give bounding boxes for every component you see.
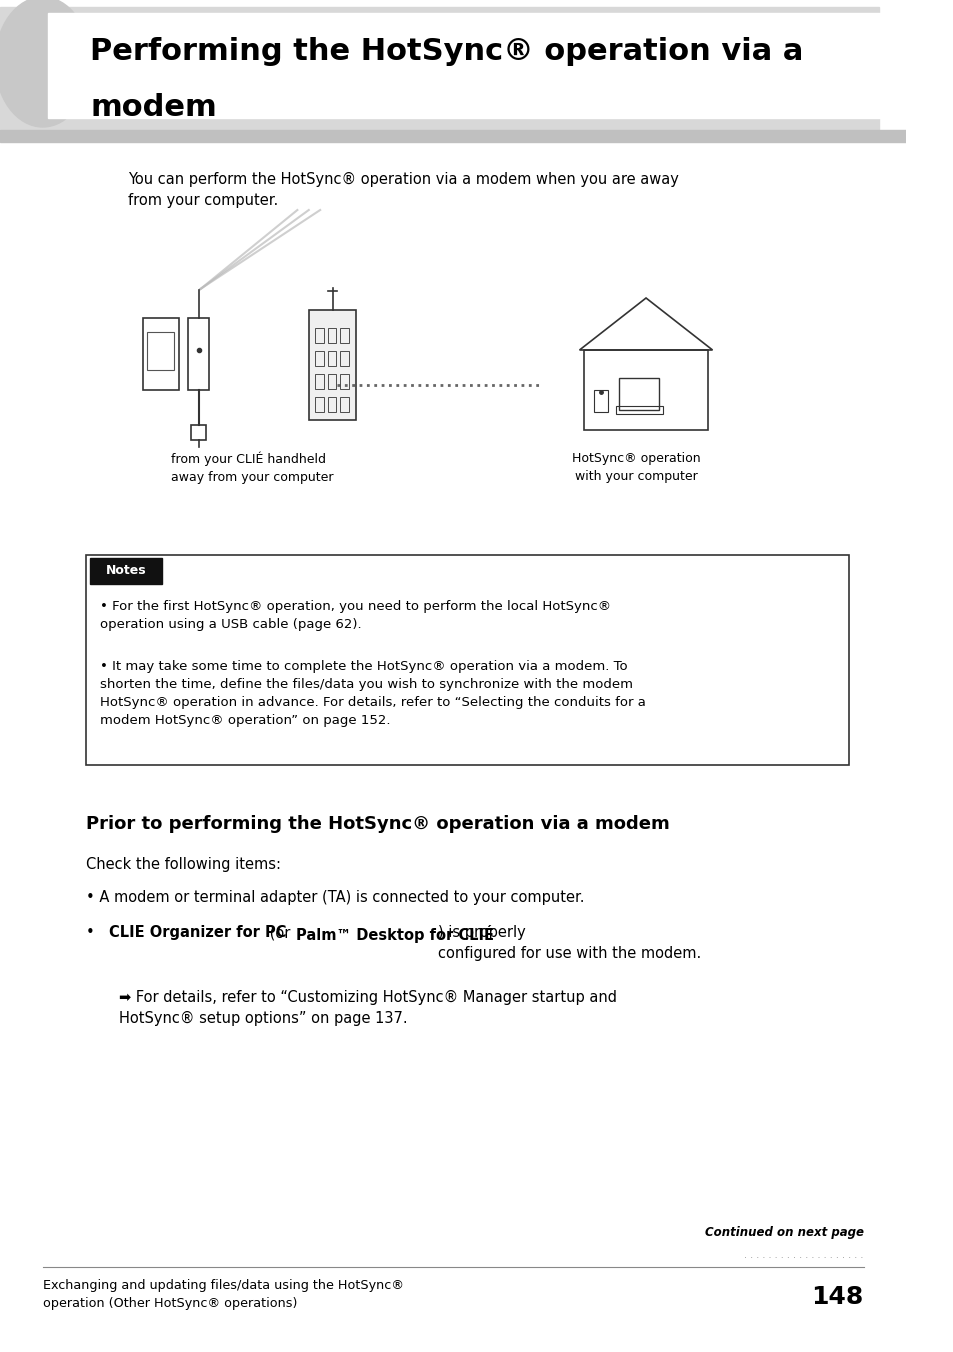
Bar xyxy=(315,329,324,343)
Text: Notes: Notes xyxy=(106,565,147,577)
Text: from your CLIÉ handheld
away from your computer: from your CLIÉ handheld away from your c… xyxy=(171,452,334,484)
Bar xyxy=(328,352,336,366)
Text: You can perform the HotSync® operation via a modem when you are away
from your c: You can perform the HotSync® operation v… xyxy=(128,172,679,208)
Bar xyxy=(48,14,953,118)
Text: Performing the HotSync® operation via a: Performing the HotSync® operation via a xyxy=(91,38,802,66)
Bar xyxy=(315,375,324,389)
Text: ) is properly
configured for use with the modem.: ) is properly configured for use with th… xyxy=(437,925,700,961)
Bar xyxy=(340,329,348,343)
Bar xyxy=(593,389,607,412)
Bar xyxy=(340,375,348,389)
Text: . . . . . . . . . . . . . . . . . . . .: . . . . . . . . . . . . . . . . . . . . xyxy=(743,1251,862,1260)
Bar xyxy=(315,352,324,366)
Bar xyxy=(191,425,206,439)
Bar xyxy=(0,7,879,135)
Bar xyxy=(583,350,707,430)
Text: • A modem or terminal adapter (TA) is connected to your computer.: • A modem or terminal adapter (TA) is co… xyxy=(86,890,583,904)
Text: Exchanging and updating files/data using the HotSync®
operation (Other HotSync® : Exchanging and updating files/data using… xyxy=(43,1279,403,1310)
Text: Continued on next page: Continued on next page xyxy=(704,1226,862,1238)
Text: HotSync® operation
with your computer: HotSync® operation with your computer xyxy=(572,452,700,483)
Bar xyxy=(315,397,324,412)
Bar xyxy=(618,379,659,410)
Text: •: • xyxy=(86,925,99,940)
Bar xyxy=(340,397,348,412)
Bar xyxy=(340,352,348,366)
Bar xyxy=(328,397,336,412)
Text: Prior to performing the HotSync® operation via a modem: Prior to performing the HotSync® operati… xyxy=(86,815,669,833)
Bar xyxy=(615,406,662,414)
Text: Palm™ Desktop for CLIÉ: Palm™ Desktop for CLIÉ xyxy=(295,925,494,942)
Bar xyxy=(188,318,209,389)
Text: Check the following items:: Check the following items: xyxy=(86,857,280,872)
Bar xyxy=(0,130,905,142)
Text: ➡ For details, refer to “Customizing HotSync® Manager startup and
HotSync® setup: ➡ For details, refer to “Customizing Hot… xyxy=(118,990,616,1026)
Bar xyxy=(309,310,355,420)
Text: 148: 148 xyxy=(810,1284,862,1309)
Text: • It may take some time to complete the HotSync® operation via a modem. To
short: • It may take some time to complete the … xyxy=(100,660,645,727)
Bar xyxy=(147,333,173,370)
Ellipse shape xyxy=(0,0,91,127)
Text: (or: (or xyxy=(265,925,294,940)
Text: CLIE Organizer for PC: CLIE Organizer for PC xyxy=(110,925,287,940)
Bar xyxy=(142,318,178,389)
Bar xyxy=(91,558,161,584)
Bar xyxy=(328,375,336,389)
FancyBboxPatch shape xyxy=(86,556,848,765)
Bar xyxy=(328,329,336,343)
Text: modem: modem xyxy=(91,93,216,123)
Text: • For the first HotSync® operation, you need to perform the local HotSync®
opera: • For the first HotSync® operation, you … xyxy=(100,600,610,631)
